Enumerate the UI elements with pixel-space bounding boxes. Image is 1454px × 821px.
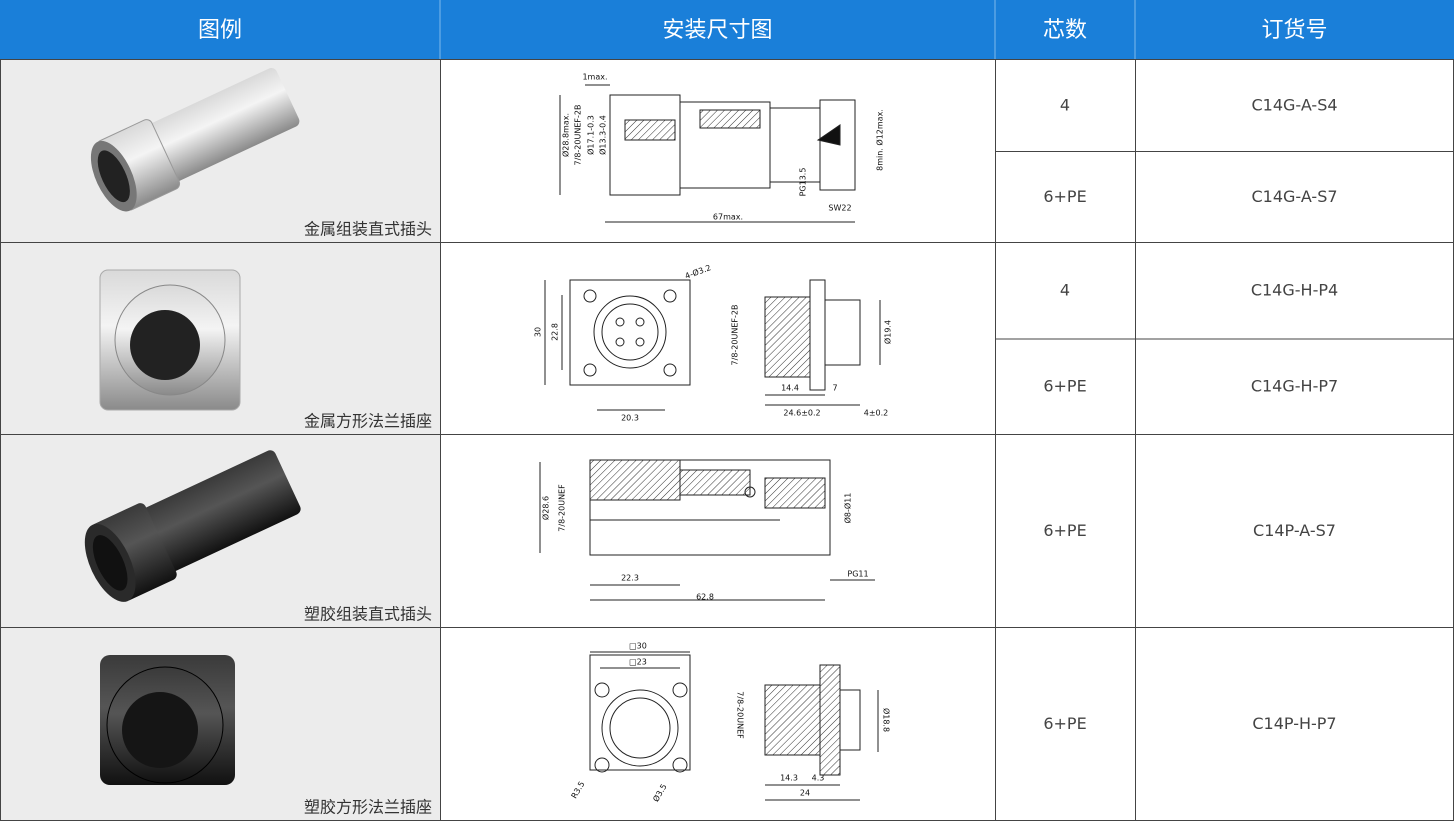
dimension-label: 8min. Ø12max.: [875, 109, 885, 171]
art-shape: [816, 124, 841, 146]
dimension-label: 7/8-20UNEF: [736, 691, 745, 739]
order-number: C14P-A-S7: [1253, 521, 1336, 540]
art-shape: [764, 684, 821, 756]
art-shape: [764, 296, 811, 378]
art-shape: [839, 689, 861, 751]
art-shape: [769, 107, 821, 183]
art-shape: [589, 654, 691, 771]
art-shape: [824, 299, 861, 366]
art-shape: [764, 477, 826, 509]
dimension-label: Ø28.6: [541, 496, 551, 520]
art-shape: [635, 337, 645, 347]
dimension-label: 7/8-20UNEF-2B: [731, 305, 740, 366]
dimension-label: Ø13.3-0.4: [598, 115, 608, 155]
art-shape: [90, 68, 300, 212]
header-bar: [0, 0, 1454, 60]
dimension-label: Ø17.1-0.3: [586, 115, 596, 155]
dimension-label: 7: [832, 384, 837, 393]
dimension-label: 14.4: [781, 384, 799, 393]
dimension-label: Ø3.5: [650, 782, 668, 803]
art-shape: [699, 109, 761, 129]
dimension-label: 22.3: [621, 574, 639, 583]
art-shape: [672, 757, 688, 773]
art-shape: [583, 363, 597, 377]
art-shape: [744, 486, 756, 498]
dimension-label: 30: [534, 327, 543, 337]
header-cell: 订货号: [1261, 18, 1327, 43]
dimension-label: □23: [629, 658, 647, 667]
art-shape: [819, 99, 856, 191]
dimension-label: 22.8: [551, 323, 560, 341]
art-shape: [819, 664, 841, 776]
art-shape: [663, 363, 677, 377]
core-count: 6+PE: [1043, 521, 1086, 540]
dimension-label: 24.6±0.2: [783, 409, 820, 418]
art-shape: [92, 535, 128, 591]
drawing-art: [539, 84, 881, 801]
dimension-label: 7/8-20UNEF: [558, 484, 567, 532]
art-shape: [589, 459, 831, 556]
dimension-label: 67max.: [713, 213, 743, 222]
order-number: C14G-H-P4: [1251, 281, 1338, 300]
order-number: C14G-A-S4: [1251, 95, 1337, 114]
core-count: 4: [1060, 281, 1070, 300]
art-shape: [601, 689, 679, 767]
header-cell: 安装尺寸图: [662, 18, 772, 43]
art-shape: [663, 289, 677, 303]
dimension-label: 62.8: [696, 593, 714, 602]
art-shape: [609, 94, 681, 196]
caption: 塑胶方形法兰插座: [304, 798, 432, 817]
dimension-label: PG11: [847, 570, 868, 579]
art-shape: [594, 682, 610, 698]
dimension-label: 4-Ø3.2: [683, 262, 712, 281]
art-shape: [609, 697, 671, 759]
art-shape: [130, 310, 200, 380]
art-shape: [615, 317, 625, 327]
core-count: 4: [1060, 95, 1070, 114]
caption: 塑胶组装直式插头: [304, 605, 432, 624]
dimension-label: 14.3: [780, 774, 798, 783]
dimension-label: 7/8-20UNEF-2B: [574, 105, 583, 166]
art-shape: [594, 757, 610, 773]
dimension-label: 20.3: [621, 414, 639, 423]
art-shape: [122, 692, 198, 768]
art-shape: [84, 450, 301, 602]
dimension-label: SW22: [828, 204, 851, 213]
header-cell: 图例: [198, 18, 242, 43]
art-shape: [635, 317, 645, 327]
dimension-label: Ø19.4: [883, 320, 893, 344]
order-number: C14G-H-P7: [1251, 377, 1338, 396]
art-shape: [809, 279, 826, 391]
order-number: C14G-A-S7: [1251, 187, 1337, 206]
core-count: 6+PE: [1043, 377, 1086, 396]
core-count: 6+PE: [1043, 714, 1086, 733]
dimension-label: 4.3: [812, 774, 825, 783]
product-images: [84, 68, 301, 785]
art-shape: [601, 303, 659, 361]
caption: 金属组装直式插头: [304, 220, 432, 239]
art-shape: [679, 469, 751, 496]
art-shape: [583, 289, 597, 303]
dimension-label: R3.5: [570, 780, 587, 800]
art-shape: [593, 295, 667, 369]
dimension-label: 1max.: [582, 73, 607, 82]
dimension-label: 4±0.2: [864, 409, 889, 418]
art-shape: [672, 682, 688, 698]
dimension-label: Ø28.8max.: [561, 113, 571, 157]
header-cell: 芯数: [1043, 18, 1087, 43]
art-shape: [97, 150, 130, 203]
dimension-label: Ø18.8: [882, 708, 892, 732]
caption: 金属方形法兰插座: [304, 412, 432, 431]
dimension-label: 24: [800, 789, 810, 798]
art-shape: [615, 337, 625, 347]
art-shape: [624, 119, 676, 141]
dimension-label: Ø8-Ø11: [843, 493, 853, 524]
art-shape: [589, 459, 681, 501]
dimension-label: PG13.5: [799, 168, 808, 197]
core-count: 6+PE: [1043, 187, 1086, 206]
dimension-label: □30: [629, 642, 647, 651]
order-number: C14P-H-P7: [1252, 714, 1336, 733]
art-shape: [569, 279, 691, 386]
